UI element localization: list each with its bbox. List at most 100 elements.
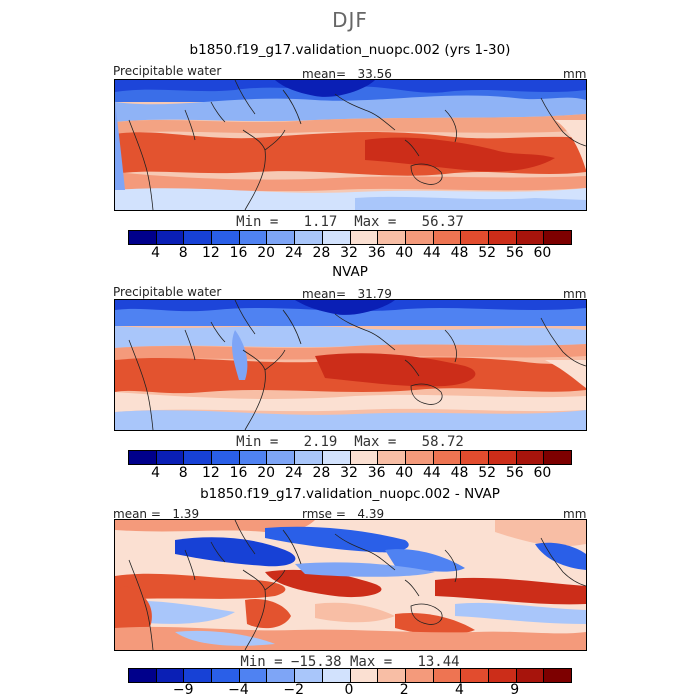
panel3-units: mm: [563, 507, 587, 521]
panel2-min-label: Min =: [236, 434, 279, 450]
panel2-colorbar-swatch: [267, 451, 296, 464]
panel3-colorbar-tick-label: 0: [344, 682, 354, 698]
panel1-units: mm: [563, 67, 587, 81]
panel3-colorbar-swatch: [378, 669, 406, 682]
panel2-colorbar-swatch: [544, 451, 571, 464]
panel2-colorbar-tick-label: 44: [422, 465, 441, 481]
panel2-mean-label: mean=: [302, 287, 347, 301]
panel2-colorbar-swatch: [212, 451, 240, 464]
panel1-colorbar-tick-label: 12: [201, 245, 220, 261]
panel3-rmse-label: rmse =: [302, 507, 346, 521]
panel2-colorbar-swatch: [184, 451, 213, 464]
panel1-colorbar-tick-label: 36: [367, 245, 386, 261]
panel1-colorbar-tick-label: 52: [478, 245, 497, 261]
panel3-colorbar-ticks: −9 −4 −2 0 2 4 9: [128, 682, 572, 698]
panel1-colorbar-swatch: [212, 231, 240, 244]
panel1-colorbar-swatch: [295, 231, 323, 244]
panel2-mean-value: 31.79: [357, 287, 392, 301]
panel1-colorbar-ticks: 4 8 12 16 20 24 28 32 36 40 44 48 52 56 60: [128, 245, 572, 261]
panel2-colorbar-tick-label: 48: [450, 465, 469, 481]
panel3-colorbar-tick-label: −2: [283, 682, 305, 698]
panel2-colorbar-swatch: [239, 451, 268, 464]
panel2-variable-label: Precipitable water: [113, 285, 222, 299]
panel1-map-svg: [115, 80, 586, 210]
panel2-min-value: 2.19: [303, 434, 338, 450]
panel1-colorbar-tick-label: 44: [422, 245, 441, 261]
panel2-mean: mean= 31.79: [302, 287, 392, 301]
panel1-colorbar: [128, 230, 572, 245]
panel2-colorbar-tick-label: 36: [367, 465, 386, 481]
panel3-colorbar-swatch: [405, 669, 434, 682]
panel1-colorbar-swatch: [516, 231, 545, 244]
panel1-mean: mean= 33.56: [302, 67, 392, 81]
panel3-colorbar-swatch: [239, 669, 268, 682]
panel2-colorbar-swatch: [461, 451, 489, 464]
panel2-colorbar-tick-label: 52: [478, 465, 497, 481]
panel3-colorbar-swatch: [461, 669, 489, 682]
panel1-colorbar-tick-label: 20: [257, 245, 276, 261]
panel3-title: b1850.f19_g17.validation_nuopc.002 - NVA…: [200, 486, 500, 502]
panel2-colorbar-swatch: [516, 451, 545, 464]
panel1-max-label: Max =: [354, 214, 397, 230]
panel2-colorbar-swatch: [129, 451, 157, 464]
panel2-map-svg: [115, 300, 586, 430]
panel3-rmse-value: 4.39: [357, 507, 385, 521]
panel2-max-value: 58.72: [421, 434, 464, 450]
panel2-colorbar-swatch: [488, 451, 517, 464]
panel2-colorbar-tick-label: 24: [284, 465, 303, 481]
panel1-colorbar-tick-label: 32: [340, 245, 358, 261]
panel1-minmax: Min = 1.17 Max = 56.37: [0, 214, 700, 230]
panel3-colorbar-swatch: [350, 669, 379, 682]
panel3-rmse: rmse = 4.39: [302, 507, 384, 521]
panel1-min-value: 1.17: [303, 214, 338, 230]
panel1-colorbar-swatch: [461, 231, 489, 244]
panel2-units: mm: [563, 287, 587, 301]
panel1-variable-label: Precipitable water: [113, 64, 222, 78]
panel2-map: [114, 299, 587, 431]
panel2-colorbar-swatch: [350, 451, 379, 464]
panel1-min-label: Min =: [236, 214, 279, 230]
panel3-colorbar-tick-label: −4: [228, 682, 249, 698]
panel3-colorbar-swatch: [488, 669, 517, 682]
panel1-colorbar-tick-label: 56: [505, 245, 524, 261]
panel3-colorbar-swatch: [322, 669, 351, 682]
panel3-min-value: −15.38: [290, 654, 342, 670]
panel1-colorbar-swatch: [322, 231, 351, 244]
figure-title: DJF: [332, 8, 368, 32]
panel3-colorbar-swatch: [433, 669, 462, 682]
panel1-colorbar-tick-label: 8: [178, 245, 188, 261]
panel3-map-svg: [115, 520, 586, 650]
panel1-colorbar-swatch: [350, 231, 379, 244]
panel1-colorbar-swatch: [405, 231, 434, 244]
panel2-max-label: Max =: [354, 434, 397, 450]
panel2-colorbar-tick-label: 32: [340, 465, 358, 481]
panel1-colorbar-tick-label: 60: [533, 245, 552, 261]
panel1-colorbar-tick-label: 28: [312, 245, 331, 261]
panel3-colorbar-swatch: [184, 669, 213, 682]
panel3-mean-value: 1.39: [172, 507, 200, 521]
panel2-colorbar-tick-label: 12: [201, 465, 220, 481]
panel1-colorbar-swatch: [156, 231, 185, 244]
panel1-colorbar-tick-label: 48: [450, 245, 469, 261]
panel1-max-value: 56.37: [421, 214, 464, 230]
panel3-min-label: Min =: [240, 654, 283, 670]
panel2-colorbar-swatch: [433, 451, 462, 464]
panel3-colorbar-tick-label: 4: [455, 682, 464, 698]
panel2-colorbar-swatch: [295, 451, 323, 464]
panel3-max-label: Max =: [350, 654, 393, 670]
panel1-mean-value: 33.56: [357, 67, 392, 81]
panel2-colorbar-tick-label: 40: [395, 465, 414, 481]
panel1-colorbar-tick-label: 4: [151, 245, 161, 261]
panel3-mean: mean = 1.39: [113, 507, 199, 521]
panel3-colorbar-swatch: [544, 669, 571, 682]
panel1-mean-label: mean=: [302, 67, 347, 81]
panel1-colorbar-swatch: [433, 231, 462, 244]
panel3-minmax: Min = −15.38 Max = 13.44: [0, 654, 700, 670]
panel2-colorbar-swatch: [322, 451, 351, 464]
panel3-colorbar-tick-label: −9: [172, 682, 194, 698]
panel1-colorbar-swatch: [378, 231, 406, 244]
panel3-max-value: 13.44: [417, 654, 460, 670]
panel2-colorbar-tick-label: 8: [178, 465, 188, 481]
panel2-colorbar-tick-label: 28: [312, 465, 331, 481]
panel1-map: [114, 79, 587, 211]
